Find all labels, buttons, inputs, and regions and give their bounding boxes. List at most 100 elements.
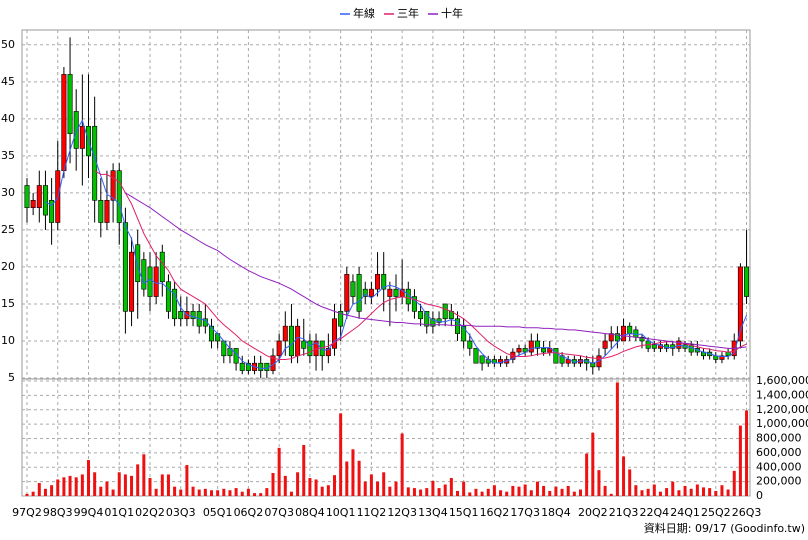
y-tick-label: 40 xyxy=(1,112,15,125)
volume-bar xyxy=(517,486,521,496)
y-tick-label: 10 xyxy=(1,334,15,347)
volume-bar xyxy=(400,433,404,496)
candle-body xyxy=(307,340,313,357)
y-tick-label: 5 xyxy=(8,371,15,384)
volume-bar xyxy=(443,484,447,496)
volume-bar xyxy=(197,489,201,496)
candle-body xyxy=(209,325,215,342)
volume-bar xyxy=(431,480,435,496)
candle-body xyxy=(534,340,540,349)
candle-body xyxy=(522,348,528,353)
candle-body xyxy=(36,185,42,209)
volume-bar xyxy=(677,490,681,496)
volume-bar xyxy=(50,485,54,496)
candle-body xyxy=(356,274,362,312)
candle-body xyxy=(368,288,374,297)
candle-body xyxy=(110,170,116,201)
y-tick-label: 50 xyxy=(1,38,15,51)
volume-bar xyxy=(93,472,97,496)
volume-bar xyxy=(683,485,687,496)
volume-bar xyxy=(658,491,662,496)
volume-bar xyxy=(339,413,343,496)
volume-bar xyxy=(449,478,453,496)
candle-body xyxy=(405,288,411,305)
ma-line xyxy=(125,192,747,349)
ma-line xyxy=(45,119,748,369)
candle-body xyxy=(737,266,743,342)
volume-bar xyxy=(234,488,238,496)
volume-bar xyxy=(265,488,269,496)
x-tick-label: 15Q1 xyxy=(449,506,479,519)
candle-body xyxy=(442,303,448,320)
candle-body xyxy=(541,348,547,353)
volume-bar xyxy=(382,472,386,496)
volume-bar xyxy=(326,485,330,496)
volume-bar xyxy=(714,490,718,496)
volume-bar xyxy=(468,492,472,496)
candle-body xyxy=(498,359,504,364)
volume-bar xyxy=(708,488,712,496)
volume-bar xyxy=(646,488,650,496)
volume-bar xyxy=(560,488,564,496)
volume-bar xyxy=(277,447,281,496)
y-tick-label: 45 xyxy=(1,75,15,88)
x-tick-label: 13Q4 xyxy=(418,506,448,519)
x-tick-label: 12Q3 xyxy=(387,506,417,519)
volume-bar xyxy=(406,487,410,496)
volume-bar xyxy=(523,484,527,496)
volume-bar xyxy=(130,475,134,496)
candle-body xyxy=(147,266,153,297)
candle-body xyxy=(639,336,645,342)
candle-body xyxy=(104,199,110,223)
candle-body xyxy=(276,340,282,357)
volume-bar xyxy=(615,382,619,496)
volume-bar xyxy=(271,473,275,496)
volume-bar xyxy=(333,475,336,496)
candle-body xyxy=(135,244,141,283)
volume-bar xyxy=(166,474,170,496)
volume-bar xyxy=(259,493,263,496)
volume-bar xyxy=(511,485,515,496)
candle-body xyxy=(116,170,122,223)
candle-body xyxy=(424,311,430,327)
volume-bar xyxy=(314,479,318,496)
x-tick-label: 97Q2 xyxy=(12,506,42,519)
candle-body xyxy=(301,340,307,349)
volume-bar xyxy=(216,490,220,496)
x-tick-label: 24Q1 xyxy=(670,506,700,519)
volume-bar xyxy=(56,479,60,496)
candle-body xyxy=(350,281,356,297)
candle-body xyxy=(719,355,725,360)
candle-body xyxy=(473,348,479,364)
x-tick-label: 02Q2 xyxy=(135,506,165,519)
candle-body xyxy=(590,362,596,368)
y2-tick-label: 1,000,000 xyxy=(756,417,808,430)
candle-body xyxy=(264,362,270,371)
plot-frame xyxy=(21,29,751,497)
candle-body xyxy=(651,344,657,349)
volume-bar xyxy=(603,485,607,496)
x-tick-label: 07Q3 xyxy=(264,506,294,519)
volume-bar xyxy=(31,491,35,496)
y-tick-label: 25 xyxy=(1,223,15,236)
candle-body xyxy=(454,318,460,334)
y2-tick-label: 1,600,000 xyxy=(756,374,808,387)
volume-bar xyxy=(425,488,429,496)
volume-bar xyxy=(136,464,140,496)
legend-label: 十年 xyxy=(441,6,463,20)
x-tick-label: 17Q3 xyxy=(510,506,540,519)
candle-body xyxy=(245,362,251,371)
x-tick-label: 10Q1 xyxy=(326,506,356,519)
volume-bar xyxy=(597,470,601,496)
candle-body xyxy=(559,355,565,364)
x-tick-label: 18Q4 xyxy=(541,506,571,519)
legend-label: 三年 xyxy=(397,6,419,20)
volume-bar xyxy=(535,481,539,496)
volume-bar xyxy=(62,477,66,496)
volume-bar xyxy=(640,490,644,496)
candle-body xyxy=(344,274,350,312)
y2-tick-label: 0 xyxy=(756,489,763,502)
volume-bar xyxy=(628,469,632,496)
candle-body xyxy=(122,222,128,312)
candle-body xyxy=(553,348,559,364)
